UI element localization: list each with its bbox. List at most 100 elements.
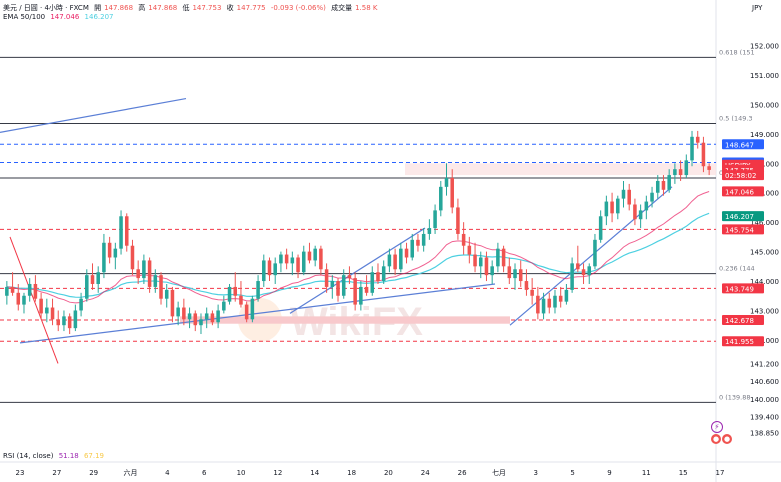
price-tag-label: 147.046 [725, 188, 754, 196]
ema100-value: 146.207 [84, 13, 114, 21]
candle-body [159, 275, 163, 299]
candle-body [267, 260, 272, 276]
time-tick-label: 七月 [492, 468, 506, 477]
currency-label: JPY [752, 4, 763, 12]
open-label: 開 [94, 4, 102, 12]
price-tick-label: 143.000 [750, 307, 779, 315]
candle-body [576, 263, 580, 270]
price-tick-label: 139.400 [750, 413, 779, 421]
candle-body [301, 251, 306, 273]
candle-body [507, 266, 512, 279]
price-tag-label: 142.678 [725, 317, 754, 325]
event-icon-1[interactable]: ● [711, 434, 721, 444]
time-tick-label: 23 [16, 469, 25, 477]
candle-body [690, 136, 694, 161]
candle-body [439, 186, 443, 211]
candle-body [564, 289, 569, 302]
candle-body [627, 189, 631, 205]
trendline-lower [19, 283, 496, 344]
time-tick-label: 20 [384, 469, 393, 477]
fib-level-label: 0 (139.88 [719, 393, 750, 401]
candle-body [193, 313, 198, 326]
candle-body [353, 278, 357, 305]
lightning-icon[interactable]: ⚡ [711, 421, 723, 433]
candle-body [496, 248, 500, 267]
candle-body [187, 313, 192, 320]
event-icon-2[interactable]: ● [722, 434, 732, 444]
time-tick-label: 26 [458, 469, 467, 477]
candle-body [227, 286, 232, 302]
support-zone [180, 316, 510, 324]
trendline-upper [0, 97, 187, 133]
time-tick-label: 17 [716, 469, 725, 477]
candle-body [182, 307, 186, 320]
candle-body [359, 286, 363, 305]
candle-body [644, 201, 649, 211]
candle-body [79, 298, 83, 311]
price-tick-label: 146.000 [750, 219, 779, 227]
high-value: 147.868 [148, 4, 178, 12]
close-value: 147.775 [236, 4, 266, 12]
time-tick-label: 10 [237, 469, 246, 477]
candle-body [478, 257, 483, 267]
candle-body [536, 295, 540, 314]
fib-level-label: 0.618 (151 [719, 48, 755, 56]
candle-body [147, 260, 152, 287]
candle-body [501, 248, 506, 267]
candle-body [176, 307, 180, 317]
time-tick-label: 24 [421, 469, 430, 477]
candle-body [102, 242, 106, 273]
time-tick-label: 3 [534, 469, 538, 477]
candle-body [655, 180, 660, 193]
ema-legend[interactable]: EMA 50/100 147.046 146.207 [3, 13, 116, 21]
candle-body [341, 275, 346, 296]
candle-body [96, 272, 100, 284]
candle-body [33, 283, 38, 299]
price-tag-label: 145.754 [725, 226, 754, 234]
candle-body [638, 210, 643, 220]
trendline-red [9, 236, 59, 364]
time-tick-label: 14 [310, 469, 319, 477]
candle-body [250, 298, 255, 320]
candle-body [376, 272, 380, 282]
candle-body [541, 298, 546, 314]
price-tick-label: 151.000 [750, 72, 779, 80]
candle-body [290, 257, 295, 264]
candle-body [387, 254, 392, 267]
candle-body [204, 313, 209, 320]
candle-body [701, 142, 706, 167]
ema-label: EMA 50/100 [3, 13, 46, 21]
candle-body [684, 160, 689, 176]
fib-level-label: 0.5 (149.3 [719, 115, 753, 123]
ema100-line [6, 212, 710, 298]
rsi-legend[interactable]: RSI (14, close) 51.18 67.19 [3, 452, 107, 460]
candle-body [444, 178, 449, 187]
high-label: 高 [138, 4, 146, 12]
candle-body [199, 319, 203, 326]
candle-body [593, 239, 597, 267]
candle-body [661, 180, 666, 190]
candle-body [558, 295, 563, 302]
candle-body [256, 281, 260, 299]
price-tick-label: 140.000 [750, 396, 779, 404]
candle-body [170, 289, 175, 317]
time-tick-label: 29 [89, 469, 98, 477]
price-tick-label: 142.000 [750, 337, 779, 345]
price-tick-label: 149.000 [750, 131, 779, 139]
candle-body [370, 272, 375, 293]
trendline-mid [289, 227, 426, 314]
price-tag-label: 143.749 [725, 285, 754, 293]
rsi-value: 51.18 [58, 452, 79, 460]
price-tag [722, 314, 764, 325]
candle-body [673, 169, 677, 176]
candle-body [553, 295, 557, 308]
time-tick-label: 4 [165, 469, 170, 477]
candle-body [319, 248, 323, 270]
candle-body [416, 239, 420, 246]
candle-body [210, 313, 215, 323]
candle-body [27, 283, 32, 296]
candle-body [50, 307, 55, 320]
price-tick-label: 144.000 [750, 278, 779, 286]
